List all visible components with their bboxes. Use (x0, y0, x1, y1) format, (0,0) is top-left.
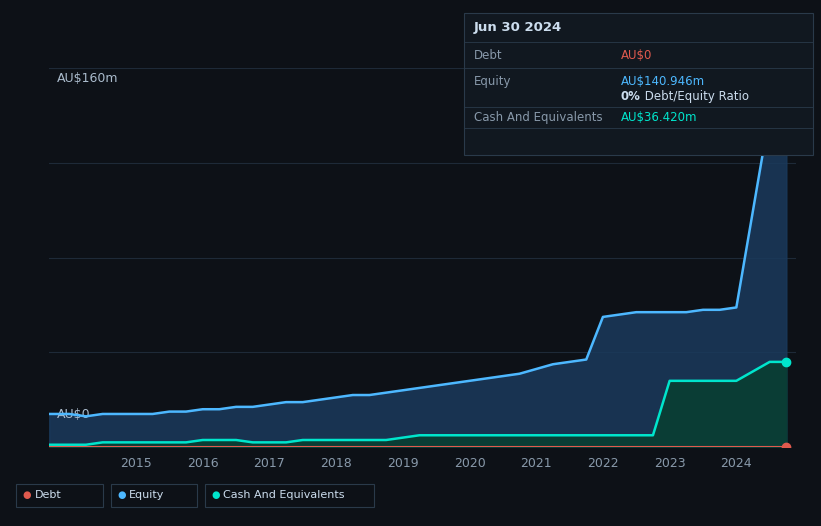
Text: Debt/Equity Ratio: Debt/Equity Ratio (640, 90, 749, 103)
Text: AU$36.420m: AU$36.420m (621, 111, 697, 124)
Text: ●: ● (23, 490, 31, 501)
Text: Equity: Equity (129, 490, 164, 501)
Text: AU$140.946m: AU$140.946m (621, 75, 705, 88)
Text: ●: ● (117, 490, 126, 501)
Text: Cash And Equivalents: Cash And Equivalents (223, 490, 345, 501)
Text: AU$160m: AU$160m (57, 72, 118, 85)
Text: Equity: Equity (474, 75, 511, 88)
Text: AU$0: AU$0 (57, 408, 90, 421)
Text: ●: ● (212, 490, 220, 501)
Text: Debt: Debt (34, 490, 62, 501)
Text: Cash And Equivalents: Cash And Equivalents (474, 111, 603, 124)
Text: AU$0: AU$0 (621, 49, 652, 62)
Text: 0%: 0% (621, 90, 640, 103)
Text: Debt: Debt (474, 49, 502, 62)
Text: Jun 30 2024: Jun 30 2024 (474, 21, 562, 34)
